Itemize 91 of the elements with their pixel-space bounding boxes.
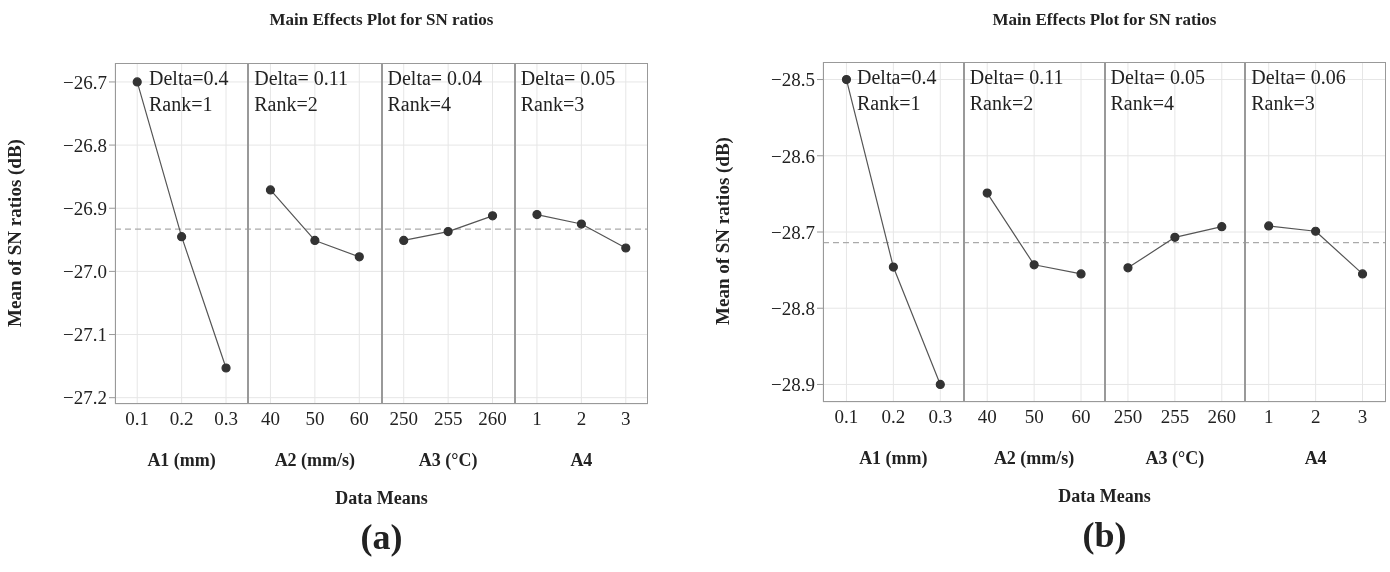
annotation: Delta=0.4: [149, 67, 229, 90]
chart-title: Main Effects Plot for SN ratios: [991, 10, 1218, 30]
point: [132, 77, 142, 87]
annotation: Delta= 0.11: [969, 66, 1064, 89]
annotation: Rank=3: [520, 93, 585, 116]
x-tick-label: 60: [349, 408, 369, 430]
x-tick-label: 255: [433, 408, 463, 430]
text: A4: [1303, 448, 1328, 469]
annotation: Delta= 0.06: [1251, 66, 1346, 89]
point: [1311, 226, 1321, 236]
text: A3 (°C): [417, 450, 479, 471]
x-tick-label: 1: [1263, 406, 1274, 428]
y-tick-label: −28.5: [771, 69, 815, 91]
text: A3 (°C): [1144, 448, 1206, 469]
annotation: Delta= 0.05: [520, 67, 616, 90]
x-tick-label: 250: [1113, 406, 1143, 428]
y-tick-label: −26.8: [63, 134, 107, 156]
annotation: Delta= 0.05: [1110, 66, 1206, 89]
x-tick-label: 260: [1207, 406, 1237, 428]
point: [310, 235, 320, 246]
annotation: Rank=2: [969, 92, 1034, 115]
point: [888, 262, 898, 272]
x-tick-label: 255: [1160, 406, 1190, 428]
y-tick-label: −28.6: [771, 145, 815, 167]
point: [1123, 263, 1133, 273]
x-tick-label: 260: [478, 408, 507, 430]
x-tick-label: 3: [621, 408, 631, 430]
x-tick-label: 2: [1310, 406, 1321, 428]
chart-title: Main Effects Plot for SN ratios: [268, 10, 495, 30]
point: [532, 209, 542, 220]
point: [443, 227, 453, 237]
text: A4: [569, 450, 594, 471]
y-tick-label: −27.0: [63, 261, 107, 283]
y-tick-label: −28.8: [771, 297, 815, 319]
y-axis-title: Mean of SN ratios (dB): [712, 136, 734, 327]
x-tick-label: 0.3: [928, 406, 953, 428]
point: [177, 232, 187, 242]
x-tick-label: 2: [576, 408, 587, 430]
x-axis-title: Data Means: [1057, 486, 1152, 507]
y-axis-title: Mean of SN ratios (dB): [4, 137, 26, 329]
point: [354, 252, 364, 262]
x-tick-label: 0.1: [125, 408, 150, 430]
text: A2 (mm/s): [992, 448, 1076, 469]
y-tick-label: −27.2: [63, 387, 107, 409]
text: A1 (mm): [146, 450, 217, 471]
x-axis-title: Data Means: [334, 488, 429, 509]
y-tick-label: −26.9: [63, 197, 107, 219]
y-tick-label: −27.1: [63, 324, 107, 346]
annotation: Rank=1: [149, 93, 213, 116]
annotation: Delta= 0.11: [254, 67, 349, 90]
annotation: Rank=2: [254, 93, 318, 116]
annotation: Rank=3: [1251, 92, 1315, 115]
point: [1217, 222, 1227, 232]
x-tick-label: 3: [1357, 406, 1368, 428]
text: A2 (mm/s): [273, 450, 357, 471]
point: [1170, 232, 1180, 242]
x-tick-label: 40: [977, 406, 997, 428]
x-tick-label: 0.2: [169, 408, 194, 430]
point: [621, 243, 631, 253]
point: [841, 74, 852, 85]
y-tick-label: −28.7: [771, 221, 815, 243]
point: [576, 219, 586, 229]
text: A1 (mm): [858, 448, 929, 469]
y-tick-label: −28.9: [771, 374, 815, 396]
annotation: Delta= 0.04: [387, 67, 483, 90]
x-tick-label: 0.3: [214, 408, 238, 430]
y-tick-label: −26.7: [63, 71, 107, 93]
x-tick-label: 50: [1024, 406, 1044, 428]
annotation: Rank=4: [387, 93, 451, 116]
annotation: Rank=4: [1110, 92, 1174, 115]
x-tick-label: 0.2: [881, 406, 906, 428]
x-tick-label: 1: [532, 408, 542, 430]
point: [982, 188, 992, 198]
x-tick-label: 50: [305, 408, 325, 430]
text: (b): [1081, 514, 1128, 556]
point: [1264, 221, 1274, 231]
point: [1357, 269, 1368, 279]
annotation: Delta=0.4: [857, 66, 937, 89]
x-tick-label: 40: [260, 408, 280, 430]
point: [1076, 269, 1086, 279]
text: (a): [359, 516, 404, 558]
point: [399, 235, 409, 246]
point: [487, 211, 498, 221]
x-tick-label: 0.1: [834, 406, 859, 428]
annotation: Rank=1: [857, 92, 921, 115]
x-tick-label: 250: [389, 408, 418, 430]
point: [935, 379, 945, 390]
point: [265, 185, 276, 195]
x-tick-label: 60: [1071, 406, 1091, 428]
point: [1029, 260, 1039, 270]
point: [221, 363, 231, 373]
